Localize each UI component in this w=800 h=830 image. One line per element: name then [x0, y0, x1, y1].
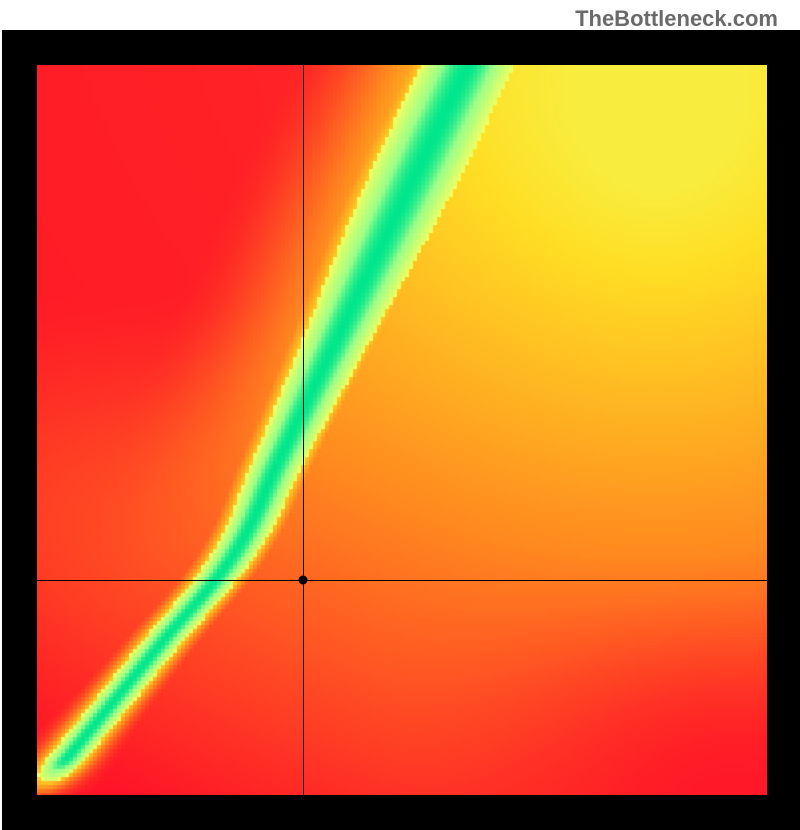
crosshair-vertical: [303, 65, 304, 795]
crosshair-marker: [299, 575, 308, 584]
attribution-text: TheBottleneck.com: [575, 6, 778, 32]
heatmap-canvas: [37, 65, 767, 795]
crosshair-horizontal: [37, 580, 767, 581]
root-container: TheBottleneck.com: [0, 0, 800, 800]
plot-frame: [2, 30, 800, 830]
